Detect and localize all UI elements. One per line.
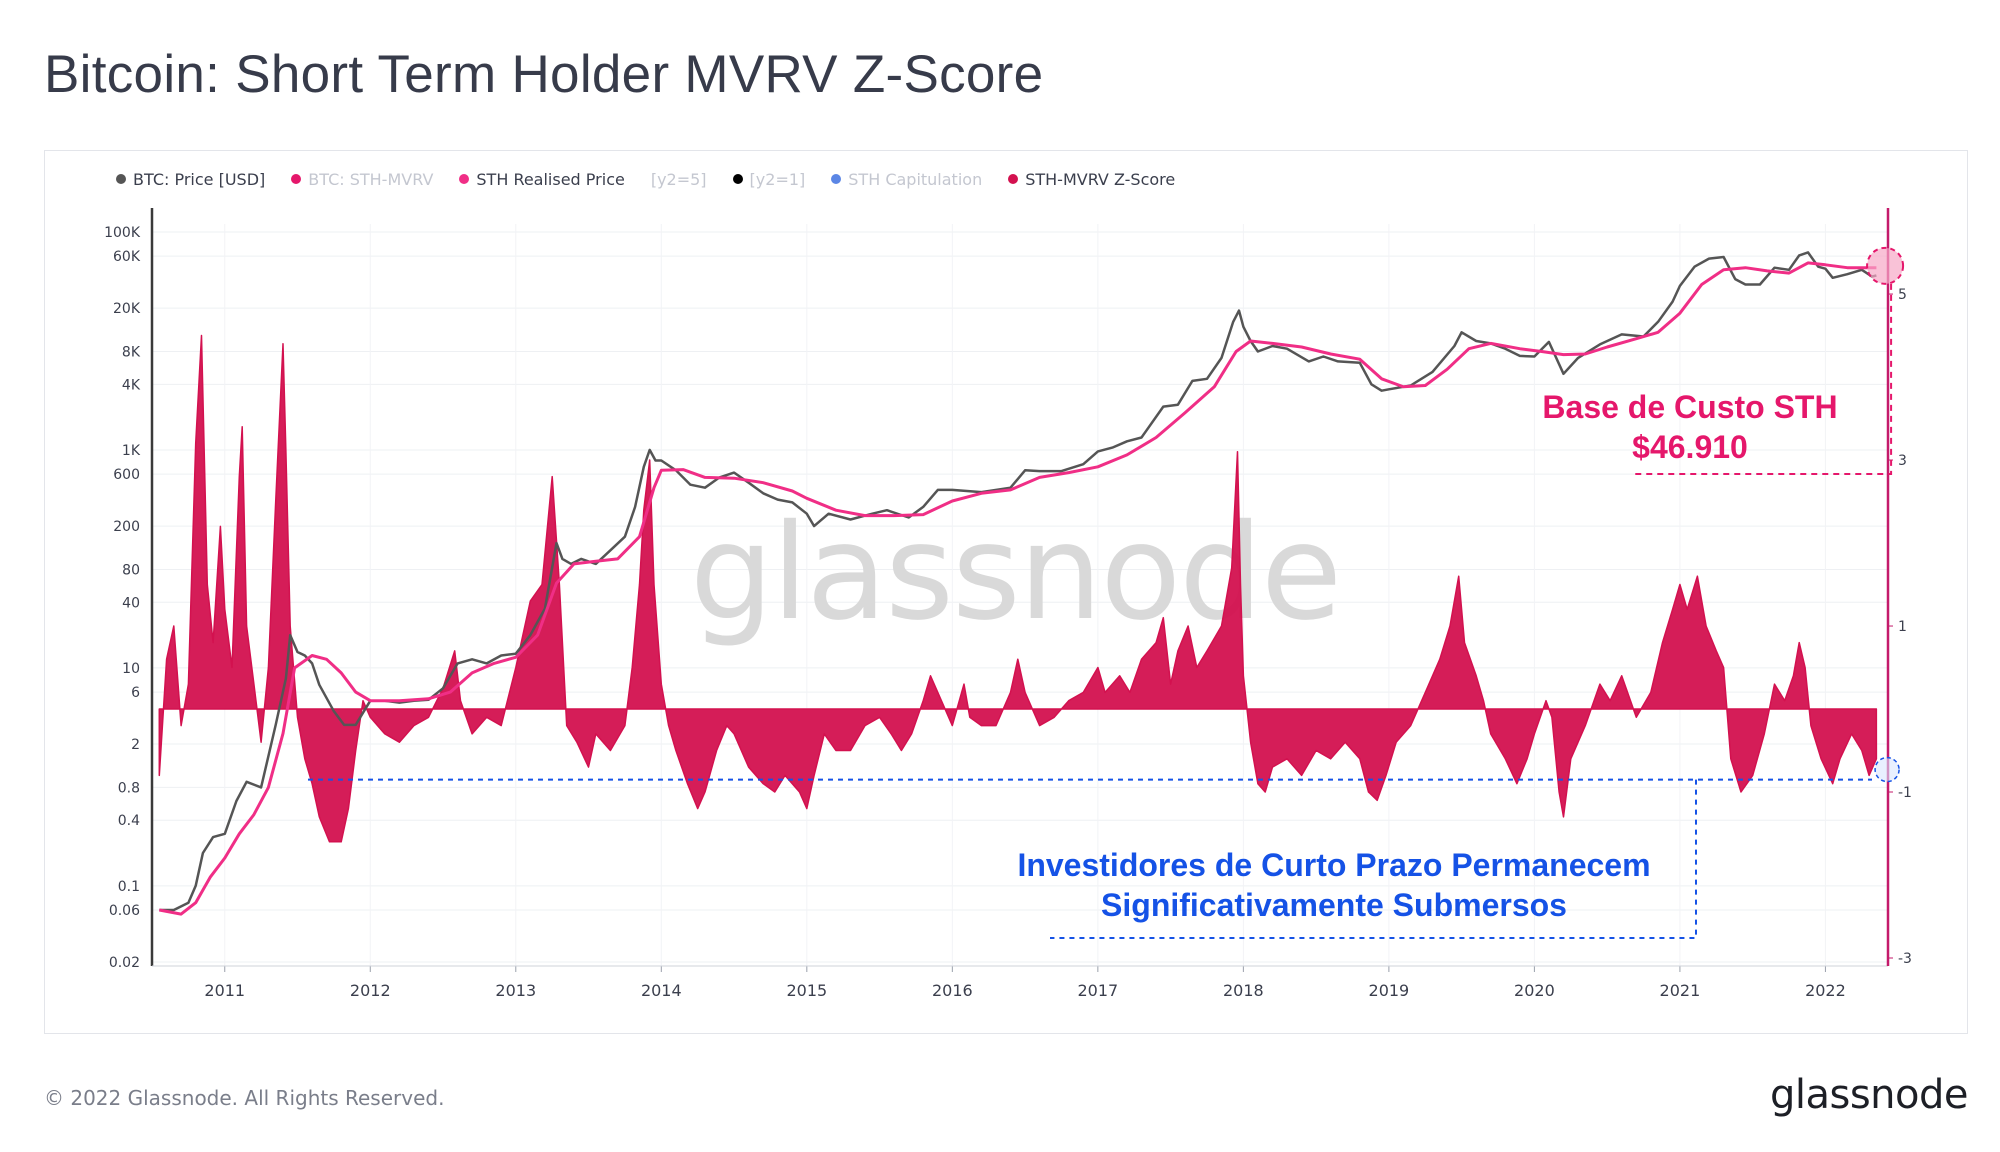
series-lines — [159, 251, 1877, 916]
annotations: Base de Custo STH $46.910 Investidores de … — [308, 246, 1905, 939]
y-left-tick-label: 60K — [113, 249, 141, 265]
x-tick-label: 2019 — [1369, 981, 1410, 1000]
page-title: Bitcoin: Short Term Holder MVRV Z-Score — [44, 45, 1044, 104]
y-left-tick-label: 10 — [122, 661, 140, 677]
y-left-tick-label: 200 — [113, 519, 140, 535]
legend-marker — [732, 174, 743, 184]
y-left-tick-label: 80 — [122, 562, 140, 578]
y-left-tick-label: 0.8 — [118, 780, 140, 796]
legend-item[interactable]: STH Realised Price — [459, 169, 625, 189]
y-left-tick-label: 600 — [113, 467, 140, 483]
y-right-tick-label: 1 — [1898, 619, 1907, 635]
y-left-tick-label: 1K — [122, 443, 141, 459]
x-tick-label: 2012 — [350, 981, 391, 1000]
y-right-tick-label: -1 — [1898, 785, 1912, 801]
y-left-tick-label: 6 — [131, 685, 140, 701]
x-tick-label: 2017 — [1077, 981, 1118, 1000]
legend-item[interactable]: STH-MVRV Z-Score — [1008, 170, 1175, 189]
x-tick-label: 2013 — [495, 981, 536, 1000]
x-tick-label: 2014 — [641, 981, 682, 1000]
legend-marker — [116, 174, 126, 184]
x-tick-label: 2021 — [1660, 981, 1701, 1000]
legend-item[interactable]: BTC: Price [USD] — [116, 170, 265, 189]
y-left-tick-label: 20K — [113, 301, 141, 317]
legend-label: STH Capitulation — [848, 169, 983, 189]
y-left-tick-label: 100K — [104, 225, 141, 241]
annotation-underwater-line: Significativamente Submersos — [1101, 887, 1567, 923]
sth-realised-price-line — [159, 261, 1877, 916]
legend-marker — [1008, 174, 1019, 184]
y-right-tick-label: 3 — [1898, 453, 1907, 469]
legend-label: [y2=5] — [650, 169, 707, 189]
x-tick-label: 2016 — [932, 981, 973, 1000]
legend-item[interactable]: [y2=1] — [732, 169, 806, 189]
legend-marker — [831, 174, 842, 184]
legend-label: [y2=1] — [749, 169, 806, 189]
annotation-underwater-line: Investidores de Curto Prazo Permanecem — [1017, 847, 1650, 883]
x-tick-label: 2015 — [786, 981, 827, 1000]
grid-lines — [152, 224, 1888, 966]
y-left-tick-label: 0.4 — [118, 813, 140, 829]
y-right-tick-label: 5 — [1898, 287, 1907, 303]
y-right-tick-label: -3 — [1898, 951, 1912, 967]
x-tick-label: 2018 — [1223, 981, 1264, 1000]
x-tick-label: 2011 — [204, 981, 245, 1000]
y-left-tick-label: 40 — [122, 595, 140, 611]
y-left-tick-label: 0.02 — [109, 955, 140, 971]
legend-item[interactable]: STH Capitulation — [831, 170, 982, 189]
legend-item[interactable]: BTC: STH-MVRV — [291, 170, 433, 189]
footer-copyright: © 2022 Glassnode. All Rights Reserved. — [44, 1086, 445, 1110]
y-left-tick-label: 4K — [122, 377, 141, 393]
sth-cost-leader — [1631, 283, 1893, 475]
legend-label: STH-MVRV Z-Score — [1025, 169, 1176, 189]
annotation-sth-cost-line: Base de Custo STH — [1542, 389, 1837, 425]
axes: 0.02 0.06 0.1 0.4 0.8 2 6 10 40 80 200 600 1K 4K 8K 20K… — [104, 208, 1912, 1000]
x-tick-label: 2022 — [1805, 981, 1846, 1000]
sth-cost-marker — [1866, 246, 1905, 285]
y-left-tick-label: 8K — [122, 345, 141, 361]
y-left-tick-label: 2 — [131, 737, 140, 753]
legend-marker — [459, 174, 470, 184]
legend-item[interactable]: [y2=5] — [651, 170, 707, 189]
y-left-tick-label: 0.06 — [109, 903, 140, 919]
zscore-area — [158, 334, 1878, 843]
x-tick-label: 2020 — [1514, 981, 1555, 1000]
chart-frame — [44, 150, 1968, 1034]
legend-label: BTC: STH-MVRV — [308, 169, 434, 189]
capitulation-leader — [1050, 779, 1697, 939]
chart-legend: BTC: Price [USD] BTC: STH-MVRV STH Realise… — [116, 168, 1175, 190]
footer-logo[interactable]: glassnode — [1769, 1072, 1969, 1118]
capitulation-marker — [1874, 756, 1900, 783]
legend-marker — [291, 174, 302, 184]
legend-label: BTC: Price [USD] — [133, 169, 266, 189]
watermark: glassnode — [690, 496, 1340, 650]
annotation-sth-cost-line: $46.910 — [1632, 429, 1748, 465]
y-left-tick-label: 0.1 — [118, 879, 140, 895]
zscore-bars — [158, 334, 1878, 843]
legend-label: STH Realised Price — [476, 169, 625, 189]
